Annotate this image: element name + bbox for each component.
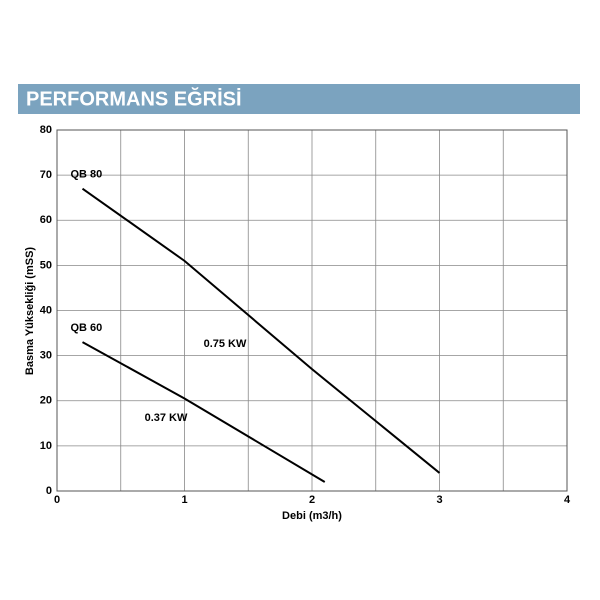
chart-title: PERFORMANS EĞRİSİ xyxy=(26,86,242,110)
y-axis-label: Basma Yüksekliği (mSS) xyxy=(24,247,36,376)
curve xyxy=(82,341,326,483)
y-tick-label: 70 xyxy=(40,169,52,181)
y-tick-label: 60 xyxy=(40,214,52,226)
annotation: 0.37 KW xyxy=(145,412,188,424)
series-label: QB 80 xyxy=(71,169,103,181)
x-tick-label: 3 xyxy=(436,494,442,506)
x-tick-label: 4 xyxy=(564,494,571,506)
y-tick-label: 40 xyxy=(40,304,52,316)
annotation: 0.75 KW xyxy=(204,338,247,350)
plot-frame xyxy=(56,129,568,492)
series-label: QB 60 xyxy=(71,322,103,334)
y-tick-label: 50 xyxy=(40,259,52,271)
y-tick-label: 20 xyxy=(40,395,52,407)
y-tick-label: 30 xyxy=(40,350,52,362)
y-tick-label: 10 xyxy=(40,440,52,452)
header-band xyxy=(18,84,580,114)
x-tick-label: 0 xyxy=(54,494,60,506)
x-tick-label: 2 xyxy=(309,494,315,506)
curve xyxy=(81,187,441,474)
x-tick-label: 1 xyxy=(181,494,187,506)
x-axis-label: Debi (m3/h) xyxy=(282,510,342,522)
y-tick-label: 80 xyxy=(40,124,52,136)
y-tick-label: 0 xyxy=(46,485,52,497)
